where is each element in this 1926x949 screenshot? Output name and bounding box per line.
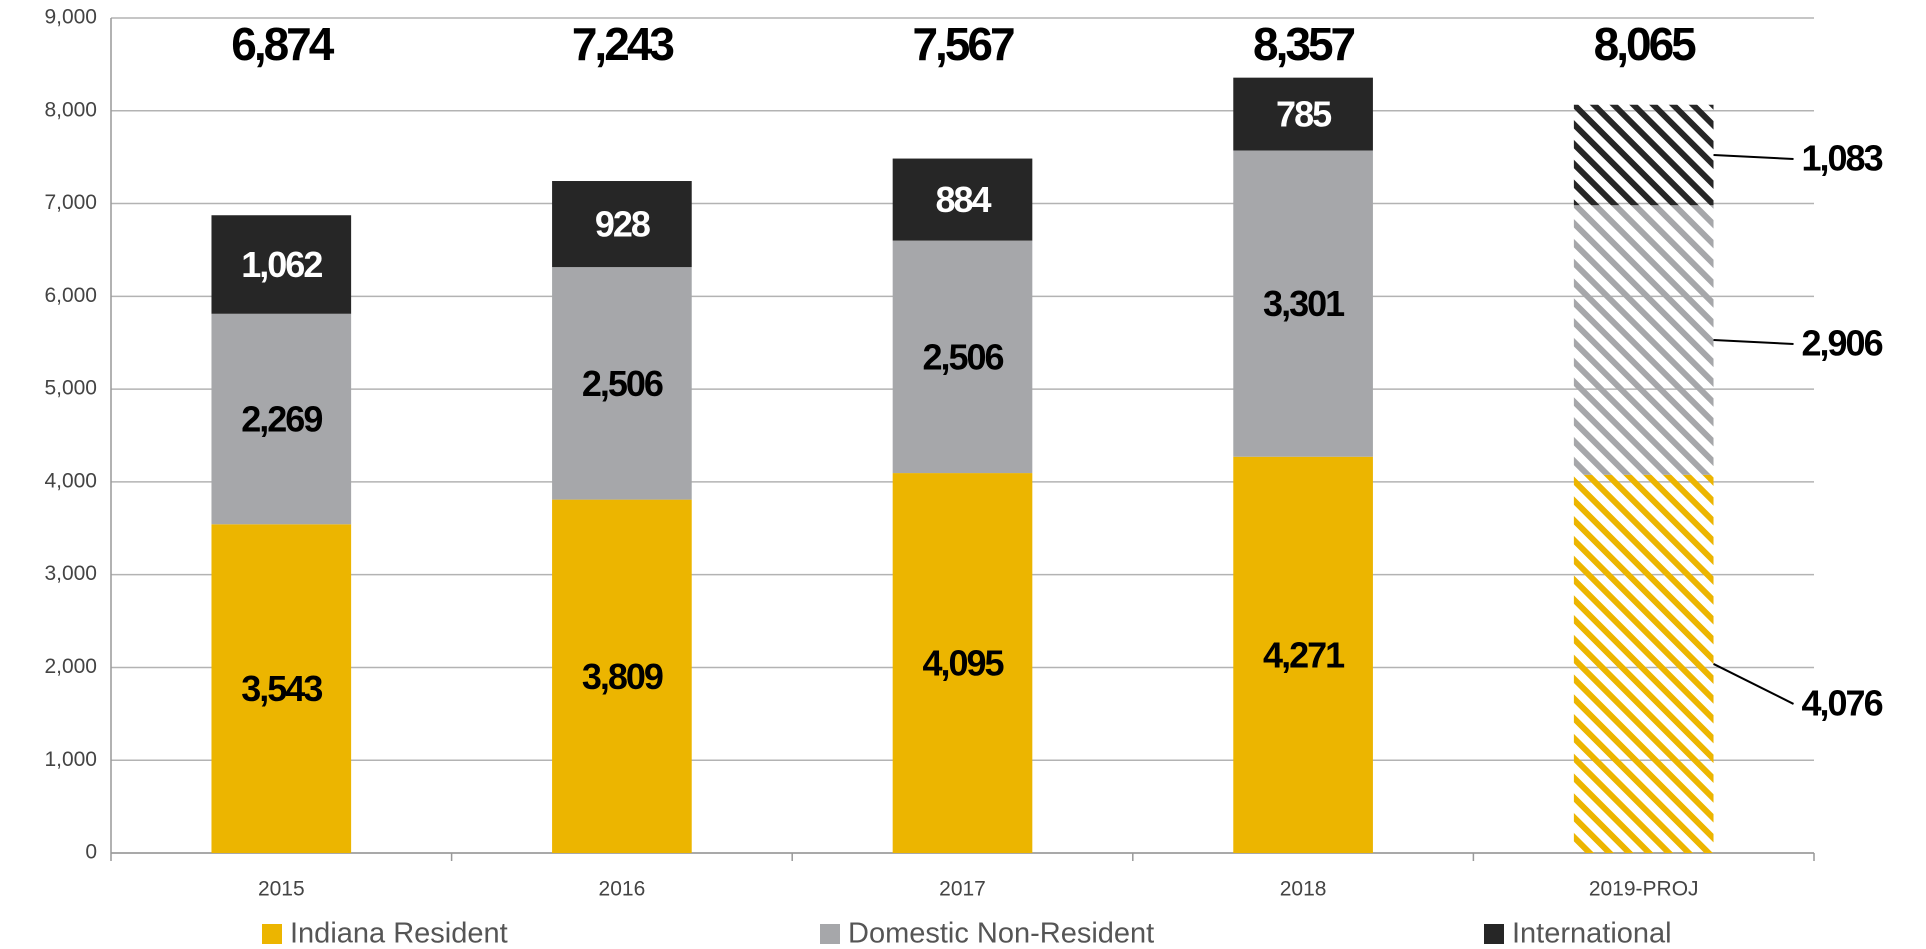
total-label: 6,874 (231, 18, 335, 70)
x-tick-label: 2015 (258, 878, 305, 901)
x-tick-label: 2016 (599, 878, 646, 901)
y-tick-label: 3,000 (44, 562, 97, 585)
x-tick-label: 2019-PROJ (1589, 878, 1699, 901)
data-label: 785 (1276, 94, 1332, 135)
legend-swatch (262, 924, 282, 944)
total-label: 7,243 (572, 18, 674, 70)
data-label: 4,076 (1802, 682, 1883, 723)
bar-segment (1233, 150, 1373, 457)
data-label: 2,506 (582, 363, 663, 404)
y-tick-label: 4,000 (44, 469, 97, 492)
data-label: 2,906 (1802, 323, 1883, 364)
x-tick-label: 2018 (1280, 878, 1327, 901)
bar-segment (1233, 456, 1373, 853)
data-label: 3,543 (241, 668, 322, 709)
legend-swatch (820, 924, 840, 944)
y-tick-label: 1,000 (44, 748, 97, 771)
bar-segment (892, 473, 1033, 853)
data-label: 3,301 (1263, 283, 1345, 324)
bar-segment (211, 524, 352, 853)
y-tick-label: 8,000 (44, 98, 97, 121)
y-tick-label: 9,000 (44, 6, 97, 29)
data-label: 884 (935, 179, 991, 220)
y-tick-label: 7,000 (44, 191, 97, 214)
data-label: 2,269 (241, 399, 322, 440)
bar-segment (1573, 474, 1714, 853)
bar-segment (552, 267, 692, 500)
bar-segment (892, 158, 1033, 241)
legend-swatch (1484, 924, 1504, 944)
data-label: 1,083 (1802, 138, 1883, 179)
data-label: 4,271 (1263, 634, 1345, 675)
legend-label: Indiana Resident (290, 918, 508, 949)
bar-segment (211, 215, 352, 314)
bar-segment (1573, 104, 1714, 206)
bar-segment (552, 181, 692, 268)
total-label: 8,357 (1253, 18, 1355, 70)
y-tick-label: 5,000 (44, 377, 97, 400)
data-label: 3,809 (582, 656, 663, 697)
bar-segment (1573, 205, 1714, 475)
data-label: 4,095 (922, 643, 1004, 684)
data-label: 2,506 (922, 336, 1003, 377)
total-label: 7,567 (912, 18, 1014, 70)
data-label: 928 (595, 204, 650, 245)
leader-line (1713, 153, 1794, 160)
leader-line (1713, 339, 1794, 346)
bar-segment (211, 313, 352, 525)
legend-label: International (1512, 918, 1672, 949)
y-tick-label: 6,000 (44, 284, 97, 307)
leader-line (1713, 663, 1794, 705)
bar-segment (552, 499, 692, 853)
y-tick-label: 0 (85, 841, 97, 864)
bar-segment (892, 240, 1033, 474)
total-label: 8,065 (1594, 18, 1697, 70)
data-label: 1,062 (241, 244, 322, 285)
bar-segment (1233, 77, 1373, 151)
x-tick-label: 2017 (939, 878, 986, 901)
y-tick-label: 2,000 (44, 655, 97, 678)
legend-label: Domestic Non-Resident (848, 918, 1154, 949)
